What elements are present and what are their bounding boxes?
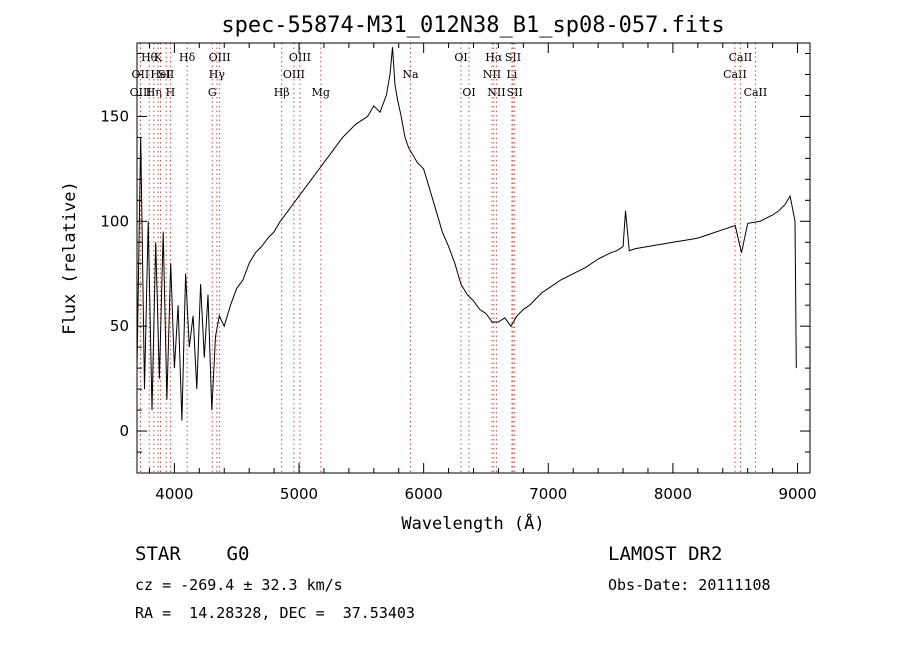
line-marker-label-26: CaII: [729, 51, 753, 64]
plot-frame: [136, 42, 811, 474]
coordinates-label: RA = 14.28328, DEC = 37.53403: [135, 604, 415, 622]
line-marker-label-11: OIII: [209, 51, 231, 64]
line-marker-label-8: Hδ: [179, 51, 196, 64]
y-tick-label: 50: [110, 317, 129, 335]
line-marker-label-19: NII: [483, 68, 501, 81]
redshift-label: cz = -269.4 ± 32.3 km/s: [135, 576, 343, 594]
line-marker-label-18: OI: [462, 86, 475, 99]
x-tick-label: 7000: [529, 485, 567, 503]
classification-label: STAR G0: [135, 543, 250, 565]
line-marker-label-25: CaII: [723, 68, 747, 81]
line-marker-label-27: CaII: [744, 86, 768, 99]
line-marker-label-16: Na: [402, 68, 419, 81]
line-marker-label-13: OIII: [283, 68, 305, 81]
line-marker-label-17: OI: [454, 51, 467, 64]
y-tick-label: 100: [100, 212, 129, 230]
line-marker-label-9: G: [208, 86, 217, 99]
y-axis: 0 50 100 150: [100, 52, 810, 453]
y-tick-label: 0: [119, 422, 129, 440]
survey-label: LAMOST DR2: [608, 543, 723, 565]
obs-date-label: Obs-Date: 20111108: [608, 576, 771, 594]
spectrum-line-0: [136, 47, 797, 421]
y-tick-label: 150: [100, 107, 129, 125]
line-marker-label-6: SII: [158, 68, 174, 81]
x-tick-label: 6000: [405, 485, 443, 503]
line-marker-label-20: Hα: [485, 51, 503, 64]
y-axis-label: Flux (relative): [60, 181, 80, 335]
chart-title: spec-55874-M31_012N38_B1_sp08-057.fits: [221, 13, 724, 38]
line-marker-label-24: SII: [507, 86, 523, 99]
line-marker-label-21: NII: [487, 86, 505, 99]
line-marker-label-12: Hβ: [274, 86, 290, 99]
x-axis: 4000 5000 6000 7000 8000 9000: [148, 43, 817, 503]
line-marker-label-4: K: [154, 51, 163, 64]
line-marker-label-3: Hη: [146, 86, 162, 99]
line-marker-label-7: H: [166, 86, 176, 99]
line-marker-label-10: Hγ: [209, 68, 226, 81]
x-tick-label: 5000: [280, 485, 318, 503]
line-marker-label-2: Hθ: [141, 51, 158, 64]
line-marker-label-23: SII: [505, 51, 521, 64]
spectral-line-markers: OIIOIIIHθHηKHeISIIHHδGHγOIIIHβOIIIOIIIMg…: [130, 43, 768, 473]
line-marker-label-1: OIII: [130, 86, 152, 99]
x-axis-label: Wavelength (Å): [401, 512, 544, 534]
line-marker-label-14: OIII: [289, 51, 311, 64]
line-marker-label-22: Li: [506, 68, 517, 81]
x-tick-label: 4000: [155, 485, 193, 503]
x-tick-label: 9000: [778, 485, 816, 503]
spectrum-series: [136, 47, 797, 421]
line-marker-label-15: Mg: [312, 86, 330, 99]
x-tick-label: 8000: [654, 485, 692, 503]
